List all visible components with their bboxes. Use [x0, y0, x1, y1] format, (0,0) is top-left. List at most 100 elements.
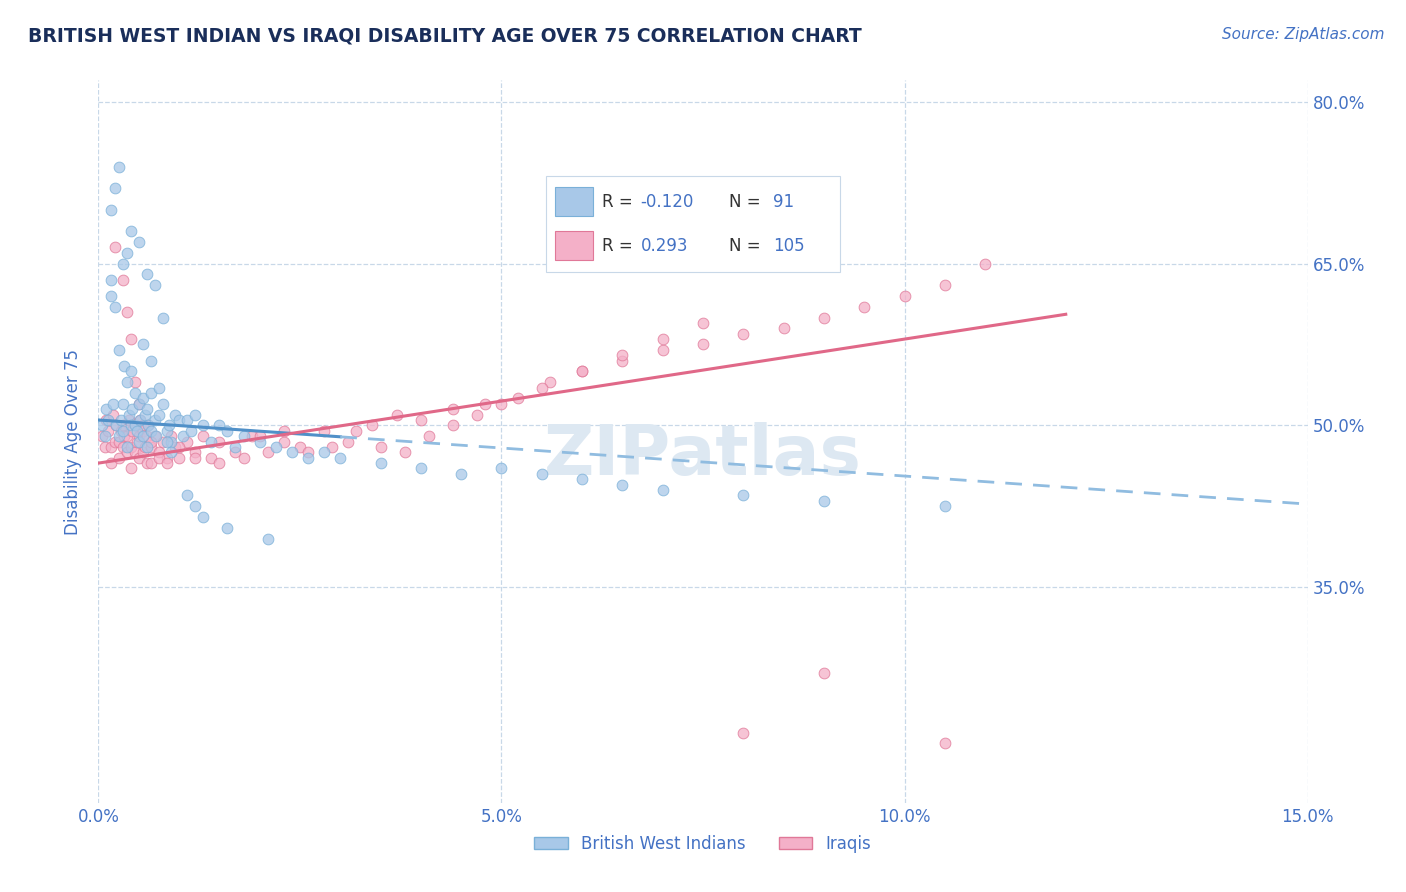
Point: [148, 450, 170, 465]
Point: [217, 521, 239, 535]
Point: [128, 434, 150, 449]
Point: [143, 413, 166, 427]
Point: [200, 450, 222, 465]
Point: [176, 488, 198, 502]
Point: [103, 300, 125, 314]
Point: [115, 305, 138, 319]
Point: [148, 381, 170, 395]
Point: [974, 257, 997, 271]
Point: [112, 429, 135, 443]
Point: [167, 413, 190, 427]
Point: [120, 332, 142, 346]
Point: [120, 440, 142, 454]
Point: [110, 424, 132, 438]
Point: [132, 445, 155, 459]
Point: [934, 500, 956, 514]
Point: [135, 268, 157, 282]
Point: [163, 440, 186, 454]
Point: [103, 181, 125, 195]
Text: N =: N =: [728, 237, 761, 255]
Point: [249, 429, 271, 443]
Point: [107, 160, 129, 174]
Point: [256, 532, 278, 546]
Point: [224, 445, 246, 459]
Point: [100, 202, 122, 217]
Point: [128, 429, 150, 443]
Point: [733, 725, 755, 739]
Point: [111, 397, 134, 411]
Point: [172, 429, 194, 443]
Point: [105, 418, 128, 433]
Point: [314, 445, 336, 459]
Point: [160, 429, 183, 443]
Point: [121, 424, 143, 438]
Point: [156, 456, 179, 470]
Point: [100, 273, 122, 287]
Point: [281, 445, 304, 459]
Point: [361, 418, 384, 433]
Point: [120, 364, 142, 378]
Point: [127, 424, 149, 438]
Point: [193, 429, 215, 443]
Point: [94, 440, 117, 454]
Point: [506, 392, 529, 406]
Point: [157, 418, 180, 433]
Text: -0.120: -0.120: [640, 193, 693, 211]
Point: [418, 429, 440, 443]
Point: [184, 500, 207, 514]
Point: [167, 450, 190, 465]
Point: [176, 413, 198, 427]
Point: [132, 429, 155, 443]
Point: [97, 413, 120, 427]
Point: [132, 337, 155, 351]
Point: [409, 461, 432, 475]
Point: [385, 408, 408, 422]
Point: [121, 402, 143, 417]
Point: [139, 440, 162, 454]
Point: [139, 434, 162, 449]
Point: [813, 310, 835, 325]
Point: [124, 386, 146, 401]
Point: [651, 483, 673, 497]
Point: [692, 337, 714, 351]
Point: [139, 386, 162, 401]
Point: [139, 456, 162, 470]
Point: [314, 424, 336, 438]
Text: Source: ZipAtlas.com: Source: ZipAtlas.com: [1222, 27, 1385, 42]
Point: [249, 434, 271, 449]
Point: [651, 332, 673, 346]
Point: [370, 440, 392, 454]
Point: [612, 353, 634, 368]
Point: [111, 418, 134, 433]
Point: [612, 348, 634, 362]
Point: [152, 310, 174, 325]
Text: 105: 105: [773, 237, 804, 255]
Point: [97, 424, 120, 438]
Point: [450, 467, 472, 481]
Point: [612, 477, 634, 491]
Point: [156, 450, 179, 465]
Point: [135, 440, 157, 454]
Point: [571, 472, 593, 486]
Point: [297, 445, 319, 459]
Point: [115, 376, 138, 390]
Point: [530, 467, 553, 481]
Point: [111, 424, 134, 438]
Point: [571, 364, 593, 378]
Point: [474, 397, 496, 411]
Point: [571, 364, 593, 378]
Point: [103, 240, 125, 254]
Point: [337, 434, 360, 449]
Point: [853, 300, 876, 314]
Point: [100, 456, 122, 470]
Point: [135, 456, 157, 470]
Text: 91: 91: [773, 193, 794, 211]
Point: [134, 440, 156, 454]
Point: [118, 408, 141, 422]
Point: [96, 413, 118, 427]
Point: [111, 273, 134, 287]
Point: [100, 289, 122, 303]
Point: [193, 510, 215, 524]
Point: [128, 450, 150, 465]
Point: [208, 456, 231, 470]
